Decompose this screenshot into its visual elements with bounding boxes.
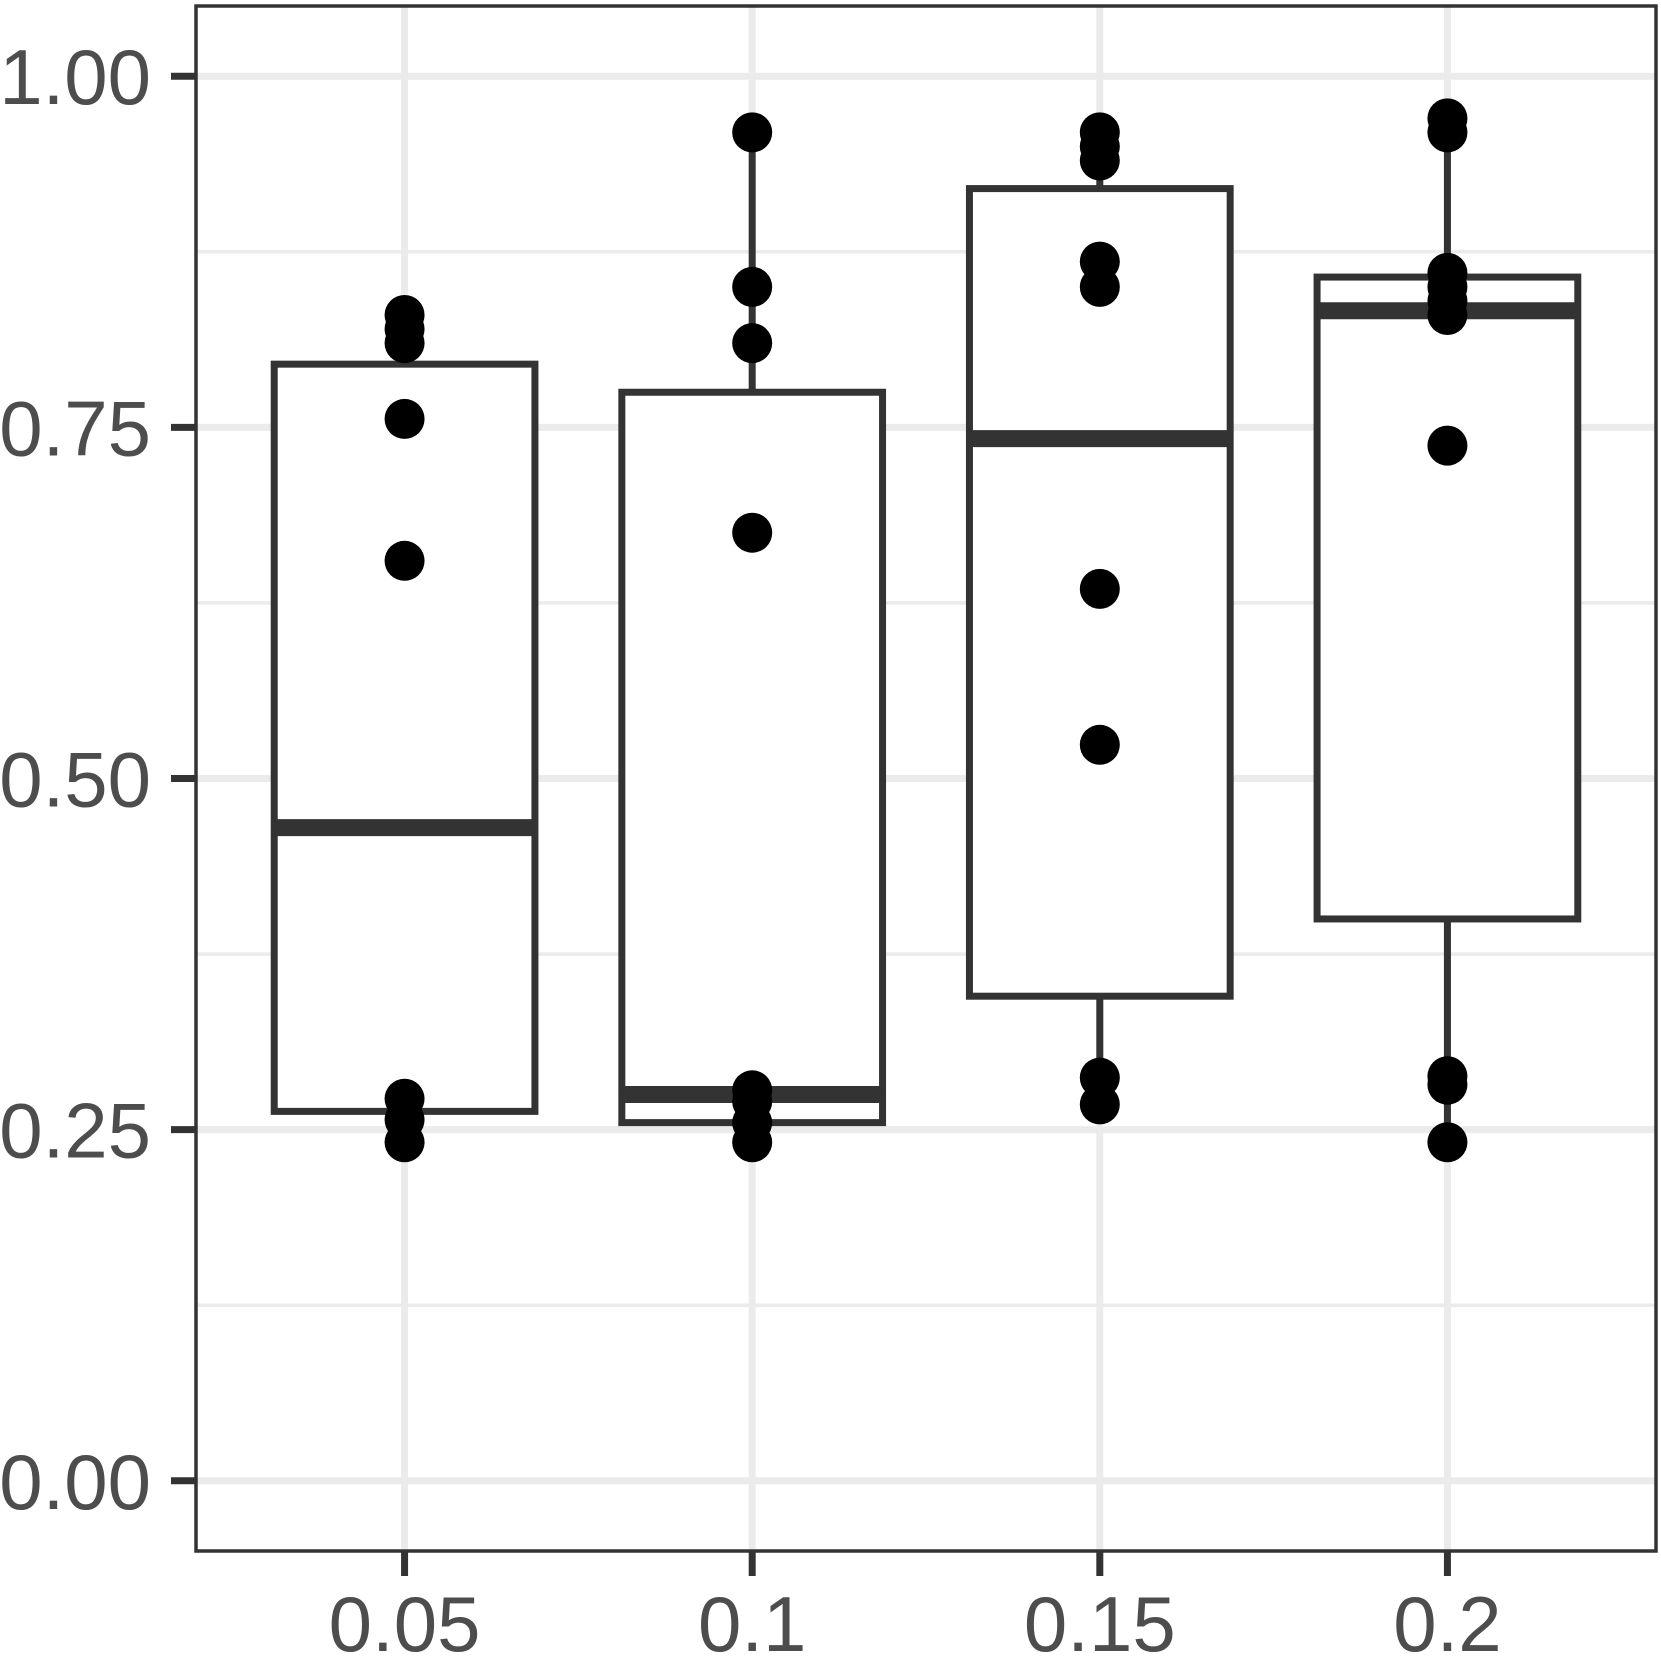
data-point [1079,1084,1120,1125]
data-point [732,266,773,307]
axes: 0.00 0.25 0.50 0.75 1.00 0.05 0.1 0.15 0.2 [0,33,1502,1661]
y-tick-label: 0.00 [0,1438,151,1526]
data-point [1427,295,1468,335]
data-point [384,1122,425,1163]
data-point [732,112,773,153]
data-points [384,98,1468,1163]
y-tick-label: 0.25 [0,1087,151,1175]
data-point [732,512,773,553]
data-point [384,398,425,439]
data-point [1079,724,1120,765]
data-point [732,1122,773,1163]
data-point [1427,1122,1468,1163]
data-point [1427,1064,1468,1105]
data-point [1079,266,1120,307]
y-tick-label: 0.75 [0,384,151,472]
data-point [1079,140,1120,181]
x-tick-label: 0.2 [1393,1580,1501,1661]
x-tick-label: 0.05 [329,1580,481,1661]
x-tick-label: 0.1 [698,1580,806,1661]
data-point [384,323,425,364]
box-iqr [270,360,539,1115]
data-point [384,540,425,581]
y-tick-label: 1.00 [0,33,151,121]
box-iqr [618,388,887,1127]
data-point [1079,568,1120,609]
data-point [732,323,773,364]
box-iqr [1313,273,1582,923]
data-point [1427,425,1468,466]
box-layer [270,118,1582,1144]
x-tick-label: 0.15 [1024,1580,1176,1661]
y-tick-label: 0.50 [0,736,151,824]
data-point [1427,112,1468,153]
